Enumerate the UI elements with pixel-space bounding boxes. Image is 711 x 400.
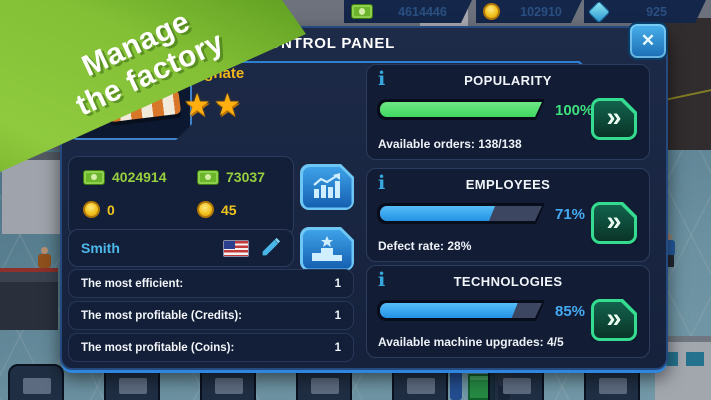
hud-gem-counter[interactable]: 925	[584, 0, 706, 23]
titlebar-underline	[67, 61, 580, 63]
stat-label: The most profitable (Coins):	[81, 341, 235, 354]
toolbar-cart-button[interactable]	[8, 364, 64, 400]
coins-amount: 0	[83, 201, 115, 218]
currency-panel: 4024914 73037 0 45	[68, 156, 294, 236]
worker-figure	[450, 368, 462, 400]
statistics-button[interactable]	[300, 164, 354, 210]
star-rating: ★★	[185, 90, 245, 121]
close-icon: ✕	[640, 31, 656, 50]
cash-icon	[197, 169, 219, 185]
info-icon[interactable]: i	[378, 269, 386, 291]
stat-label: The most efficient:	[81, 277, 184, 290]
bar-chart-icon	[311, 173, 343, 201]
stat-row-most-profitable-coins: The most profitable (Coins): 1	[68, 333, 354, 362]
leaderboard-button[interactable]	[300, 227, 354, 271]
panel-footer: Available orders: 138/138	[378, 137, 522, 151]
double-chevron-icon: »	[606, 101, 622, 132]
panel-footer: Available machine upgrades: 4/5	[378, 335, 564, 349]
info-icon[interactable]: i	[378, 172, 386, 194]
cash-icon	[351, 4, 373, 19]
credits-amount: 4024914	[83, 169, 167, 185]
panel-footer: Defect rate: 28%	[378, 239, 472, 253]
close-button[interactable]: ✕	[628, 22, 668, 60]
star-icon: ★	[215, 90, 246, 120]
toolbar-machine-button[interactable]	[488, 364, 544, 400]
toolbar-machine-button[interactable]	[296, 364, 352, 400]
hud-cash-value: 4614446	[398, 4, 447, 19]
employees-go-button[interactable]: »	[591, 202, 637, 244]
toolbar-machine-button[interactable]	[584, 364, 640, 400]
conveyor-machine	[0, 268, 58, 330]
progress-fill	[380, 303, 518, 318]
machine-icon	[599, 378, 627, 394]
technologies-progress-bar	[377, 300, 545, 321]
edit-name-button[interactable]	[259, 237, 281, 259]
podium-star-icon	[311, 236, 343, 262]
worker-figure	[38, 247, 51, 268]
technologies-go-button[interactable]: »	[591, 299, 637, 341]
stat-label: The most profitable (Credits):	[81, 309, 243, 322]
double-chevron-icon: »	[606, 205, 622, 236]
control-panel-dialog: CONTROL PANEL ✕ Industry Magnate ★★ 4024…	[60, 22, 668, 370]
coin-icon	[197, 201, 214, 218]
employees-progress-bar	[377, 203, 545, 224]
pencil-icon	[262, 237, 281, 256]
coin-icon	[83, 201, 100, 218]
toolbar-machine-button[interactable]	[392, 364, 448, 400]
machine-icon	[119, 378, 147, 394]
machine-icon	[311, 378, 339, 394]
machine-icon	[215, 378, 243, 394]
cash-icon	[83, 169, 105, 185]
popularity-go-button[interactable]: »	[591, 98, 637, 140]
stat-row-most-profitable-credits: The most profitable (Credits): 1	[68, 301, 354, 330]
double-chevron-icon: »	[606, 302, 622, 333]
coins-secondary-amount: 45	[197, 201, 237, 218]
stat-value: 1	[334, 341, 341, 354]
coin-icon	[483, 3, 500, 20]
player-name: Smith	[81, 240, 120, 256]
cart-icon	[23, 378, 51, 394]
panel-title: EMPLOYEES	[465, 177, 551, 192]
popularity-progress-bar	[377, 99, 545, 120]
credits-secondary-amount: 73037	[197, 169, 265, 185]
hud-coin-counter[interactable]: 102910	[476, 0, 582, 23]
player-name-row: Smith	[68, 229, 294, 267]
machine-icon	[407, 378, 435, 394]
info-icon[interactable]: i	[378, 68, 386, 90]
star-icon: ★	[185, 90, 216, 120]
hud-cash-counter[interactable]: 4614446	[344, 0, 472, 23]
hud-coin-value: 102910	[520, 4, 562, 19]
us-flag-icon	[223, 239, 249, 257]
employees-panel: i EMPLOYEES 71% » Defect rate: 28%	[366, 168, 650, 262]
percent-label: 85%	[555, 303, 586, 320]
panel-title: TECHNOLOGIES	[453, 274, 563, 289]
hud-gem-value: 925	[646, 4, 667, 19]
stat-row-most-efficient: The most efficient: 1	[68, 269, 354, 298]
stat-value: 1	[334, 277, 341, 290]
percent-label: 100%	[555, 102, 594, 119]
machine-icon	[503, 378, 531, 394]
progress-fill	[380, 102, 542, 117]
percent-label: 71%	[555, 206, 586, 223]
panel-title: POPULARITY	[464, 73, 552, 88]
stat-value: 1	[334, 309, 341, 322]
technologies-panel: i TECHNOLOGIES 85% » Available machine u…	[366, 265, 650, 358]
popularity-panel: i POPULARITY 100% » Available orders: 13…	[366, 64, 650, 160]
progress-fill	[380, 206, 495, 221]
